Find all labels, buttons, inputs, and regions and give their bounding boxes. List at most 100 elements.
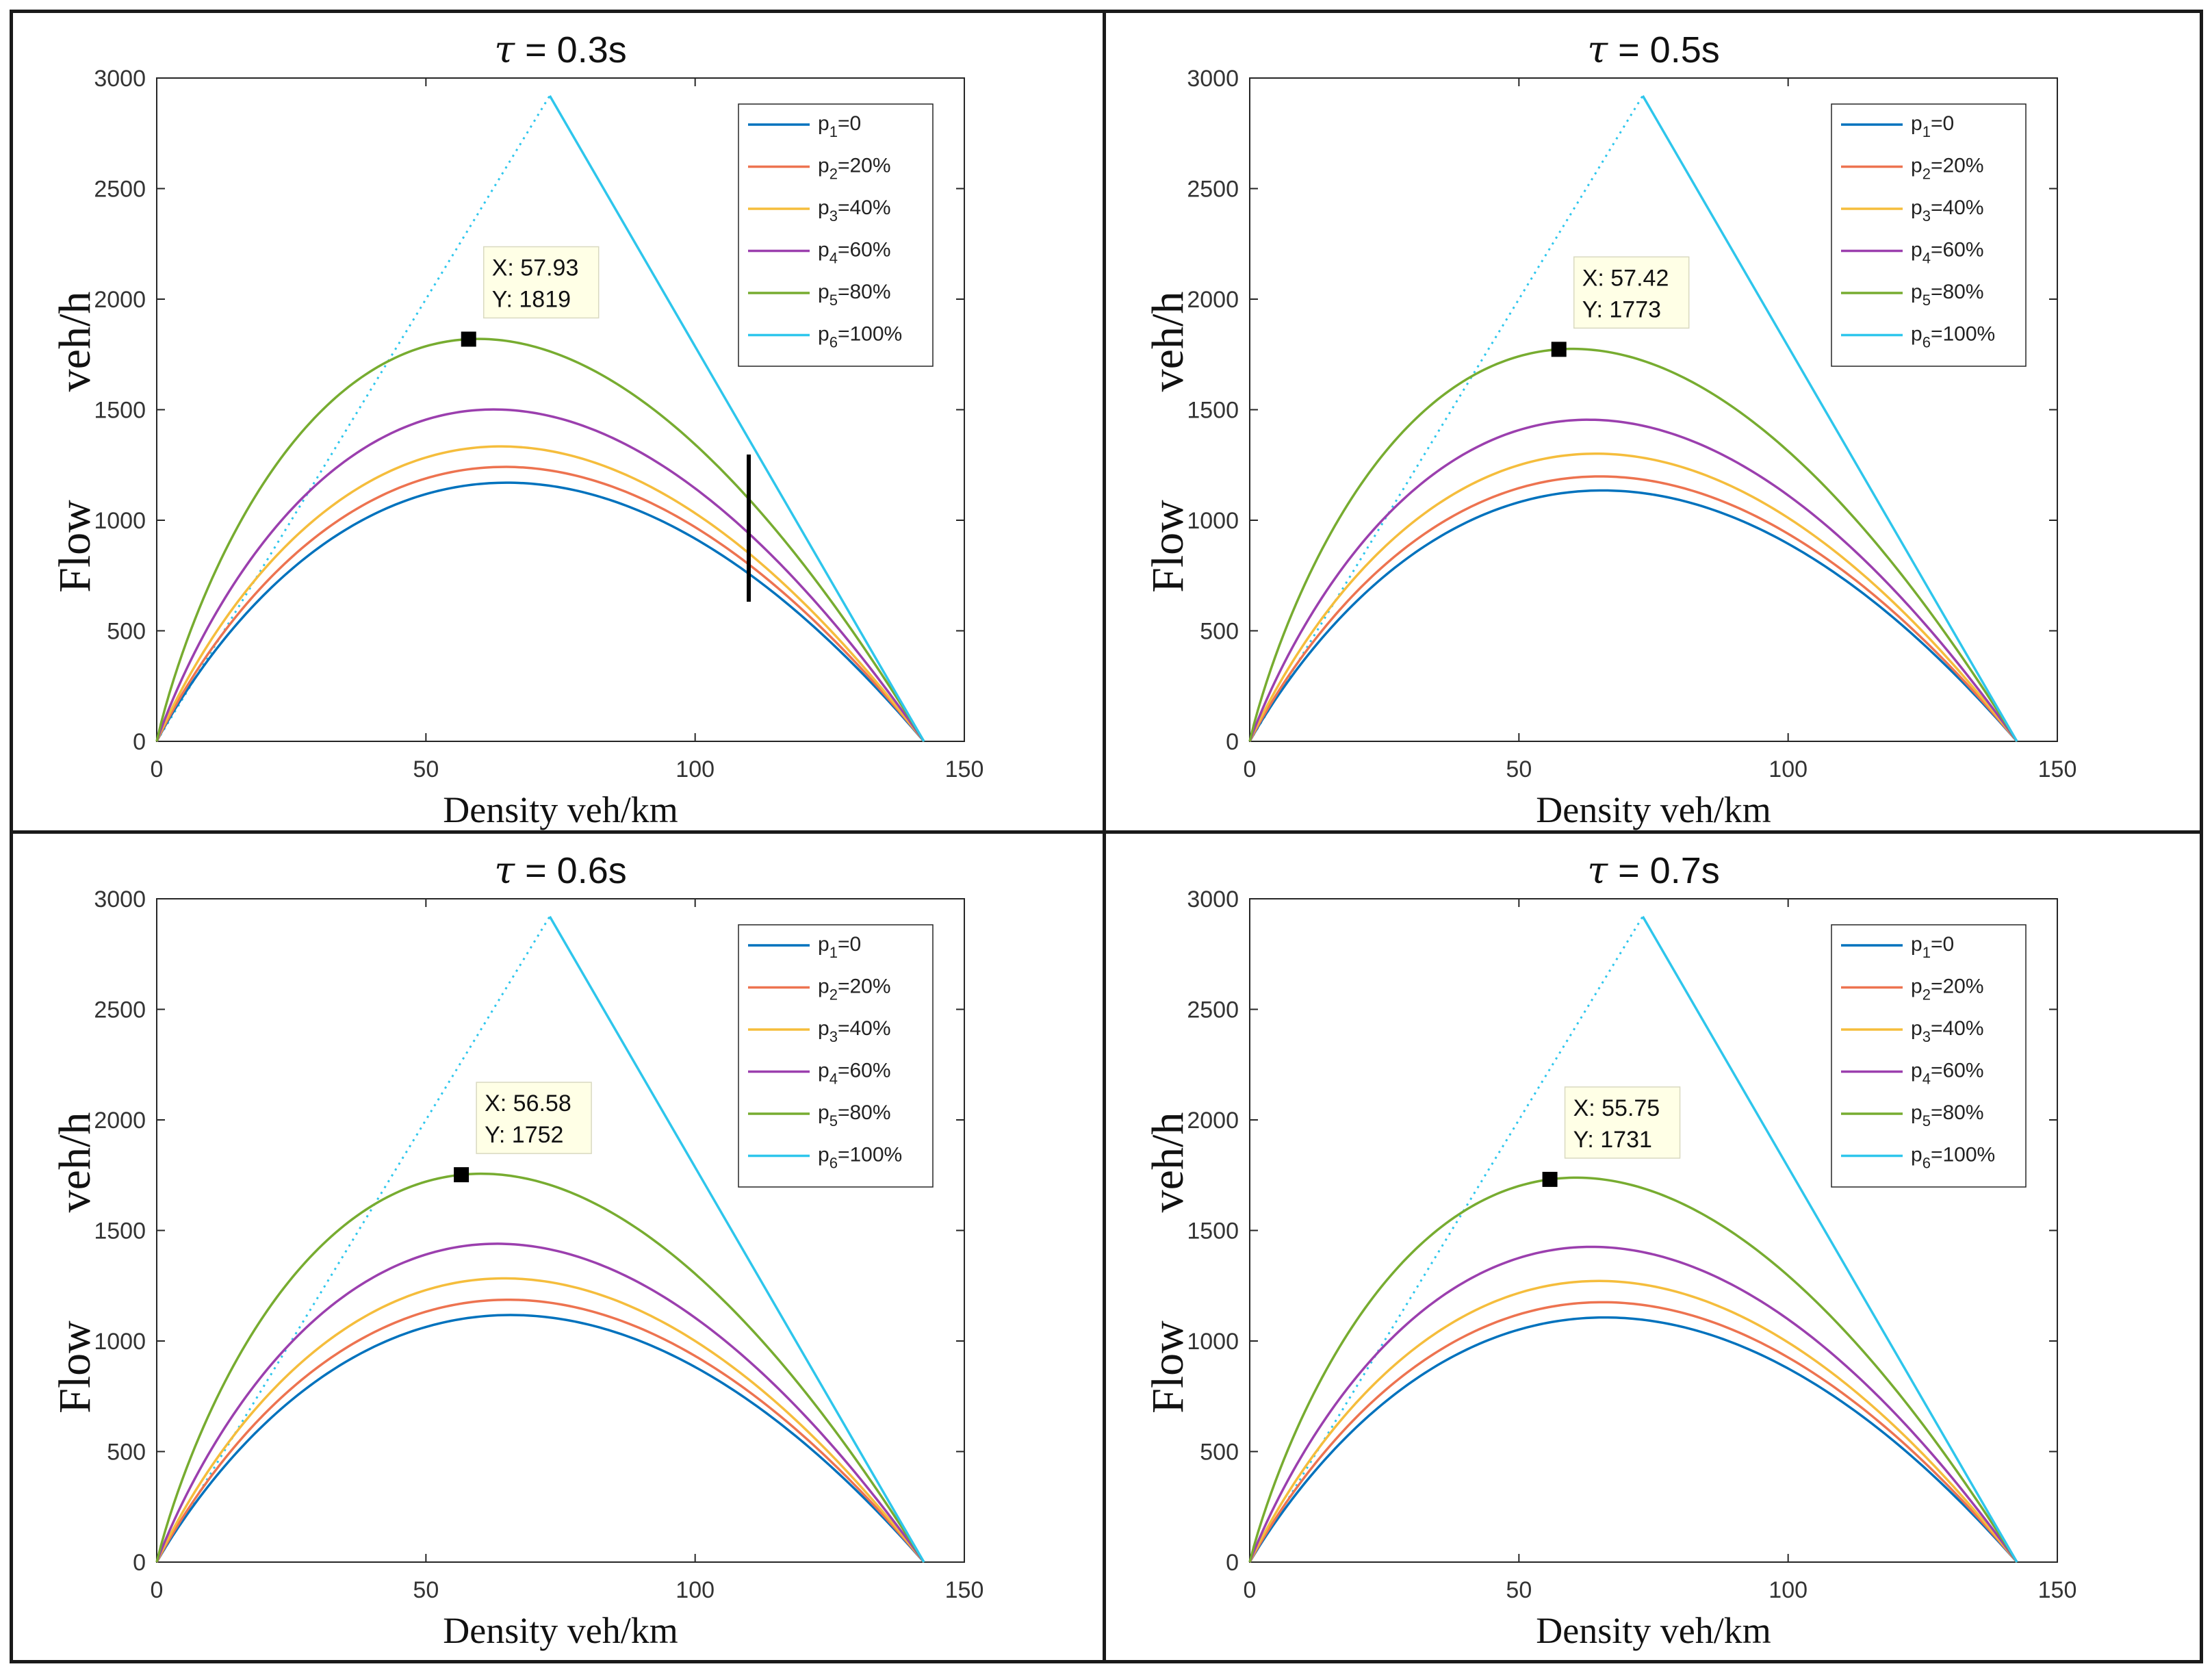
chart-panel-tau-0.3: τ = 0.3s 0 50 100 150 0 500 1000 1500 2000 2500 300… bbox=[10, 10, 1106, 834]
legend-label-main: p bbox=[1911, 281, 1922, 303]
legend-label-5: p5=80% bbox=[818, 1101, 891, 1129]
legend-label-main: p bbox=[1911, 239, 1922, 261]
series-line-3 bbox=[155, 445, 925, 743]
y-tick-label: 2000 bbox=[1187, 287, 1239, 313]
legend-label-value: =40% bbox=[1931, 196, 1984, 219]
x-tick-label: 150 bbox=[2038, 756, 2077, 782]
legend-label-value: =40% bbox=[1931, 1017, 1984, 1040]
series-line-4 bbox=[1248, 418, 2018, 743]
datatip-box bbox=[483, 246, 600, 319]
legend-label-main: p bbox=[1911, 323, 1922, 346]
series-line-4 bbox=[1248, 1245, 2018, 1563]
title-value: = 0.5s bbox=[1608, 29, 1720, 71]
legend-label-subscript: 4 bbox=[1922, 1071, 1931, 1088]
tau-symbol: τ bbox=[494, 28, 515, 71]
y-tick-label: 1500 bbox=[94, 398, 146, 424]
series-line-5 bbox=[155, 1172, 925, 1563]
legend-label-main: p bbox=[818, 933, 830, 956]
series-line-3 bbox=[1248, 1279, 2018, 1563]
legend-label-3: p3=40% bbox=[818, 196, 891, 225]
legend-label-value: =100% bbox=[838, 323, 902, 346]
x-tick-label: 50 bbox=[1506, 1577, 1532, 1603]
legend-label-3: p3=40% bbox=[1911, 196, 1984, 225]
x-tick-label: 150 bbox=[945, 1577, 984, 1603]
datatip-box bbox=[1564, 1086, 1681, 1159]
legend-label-subscript: 5 bbox=[830, 292, 838, 309]
free-flow-reference-line bbox=[1248, 916, 1644, 1563]
legend-label-value: =0 bbox=[1931, 112, 1954, 135]
y-tick-label: 1500 bbox=[1187, 1218, 1239, 1244]
legend-label-value: =0 bbox=[1931, 933, 1954, 956]
legend-label-main: p bbox=[818, 112, 830, 135]
legend-label-subscript: 2 bbox=[1922, 986, 1931, 1004]
y-axis-label-flow: Flow bbox=[50, 1320, 100, 1414]
legend-label-value: =80% bbox=[838, 281, 891, 303]
title-value: = 0.6s bbox=[515, 850, 627, 891]
chart-title: τ = 0.6s bbox=[494, 849, 626, 892]
legend-label-value: =20% bbox=[1931, 155, 1984, 177]
title-value: = 0.7s bbox=[1608, 850, 1720, 891]
legend-label-1: p1=0 bbox=[1911, 112, 1954, 140]
series-line-1 bbox=[155, 1314, 925, 1563]
legend-box bbox=[1831, 924, 2027, 1188]
legend-label-subscript: 5 bbox=[830, 1112, 838, 1129]
legend-label-main: p bbox=[818, 975, 830, 998]
legend-label-subscript: 1 bbox=[830, 944, 838, 961]
datatip-x-value: X: 56.58 bbox=[485, 1090, 571, 1116]
legend-label-main: p bbox=[818, 323, 830, 346]
legend-label-value: =80% bbox=[838, 1101, 891, 1124]
legend-label-main: p bbox=[1911, 1060, 1922, 1082]
series-line-1 bbox=[155, 481, 925, 743]
series-line-3 bbox=[155, 1277, 925, 1563]
legend-label-subscript: 1 bbox=[830, 123, 838, 140]
legend-label-1: p1=0 bbox=[818, 933, 861, 961]
chart-panel-tau-0.7: τ = 0.7s 0 50 100 150 0 500 1000 1500 2000 2500 300… bbox=[1103, 830, 2203, 1663]
y-tick-label: 2500 bbox=[94, 997, 146, 1023]
legend-label-4: p4=60% bbox=[1911, 1060, 1984, 1088]
series-line-5 bbox=[1248, 1176, 2018, 1563]
datatip-marker bbox=[1542, 1171, 1558, 1187]
y-tick-label: 0 bbox=[1226, 729, 1239, 755]
chart-svg: τ = 0.3s0 50 100 15005001000150020002500300… bbox=[50, 28, 983, 830]
legend-label-subscript: 3 bbox=[830, 207, 838, 225]
legend-label-subscript: 6 bbox=[1922, 334, 1931, 351]
series-line-6 bbox=[548, 94, 925, 742]
datatip-box bbox=[1573, 256, 1690, 329]
y-tick-label: 2000 bbox=[1187, 1108, 1239, 1134]
legend-label-3: p3=40% bbox=[818, 1017, 891, 1045]
legend-label-4: p4=60% bbox=[818, 1060, 891, 1088]
legend-label-5: p5=80% bbox=[1911, 281, 1984, 309]
legend-label-main: p bbox=[1911, 933, 1922, 956]
tau-symbol: τ bbox=[1587, 28, 1608, 71]
y-tick-label: 500 bbox=[1200, 1440, 1239, 1466]
y-axis-label-flow: Flow bbox=[1143, 500, 1193, 593]
legend-label-subscript: 2 bbox=[830, 986, 838, 1004]
legend-label-4: p4=60% bbox=[1911, 239, 1984, 267]
legend-label-5: p5=80% bbox=[1911, 1101, 1984, 1129]
x-tick-label: 50 bbox=[413, 756, 439, 782]
legend-label-value: =100% bbox=[1931, 323, 1995, 346]
chart-svg: τ = 0.5s0 50 100 15005001000150020002500300… bbox=[1143, 28, 2077, 830]
legend-label-6: p6=100% bbox=[1911, 1144, 1995, 1172]
legend-label-main: p bbox=[818, 1017, 830, 1040]
y-tick-label: 1000 bbox=[1187, 1329, 1239, 1355]
legend-label-main: p bbox=[818, 155, 830, 177]
series-line-2 bbox=[1248, 475, 2018, 743]
y-axis-label-unit: veh/h bbox=[1143, 1112, 1193, 1213]
legend-label-main: p bbox=[1911, 1101, 1922, 1124]
legend-label-subscript: 1 bbox=[1922, 123, 1931, 140]
chart-panel-tau-0.6: τ = 0.6s 0 50 100 150 0 500 1000 1500 2000 2500 300… bbox=[10, 830, 1106, 1663]
legend-label-main: p bbox=[1911, 1017, 1922, 1040]
x-tick-label: 0 bbox=[1244, 756, 1257, 782]
legend-box bbox=[738, 924, 934, 1188]
legend-label-2: p2=20% bbox=[1911, 155, 1984, 183]
series-line-6 bbox=[548, 915, 925, 1563]
x-tick-label: 0 bbox=[151, 1577, 164, 1603]
legend-label-1: p1=0 bbox=[1911, 933, 1954, 961]
legend-label-subscript: 5 bbox=[1922, 1112, 1931, 1129]
legend-label-value: =100% bbox=[838, 1144, 902, 1166]
y-tick-label: 1000 bbox=[1187, 508, 1239, 534]
y-tick-label: 1500 bbox=[94, 1218, 146, 1244]
legend-label-value: =100% bbox=[1931, 1144, 1995, 1166]
